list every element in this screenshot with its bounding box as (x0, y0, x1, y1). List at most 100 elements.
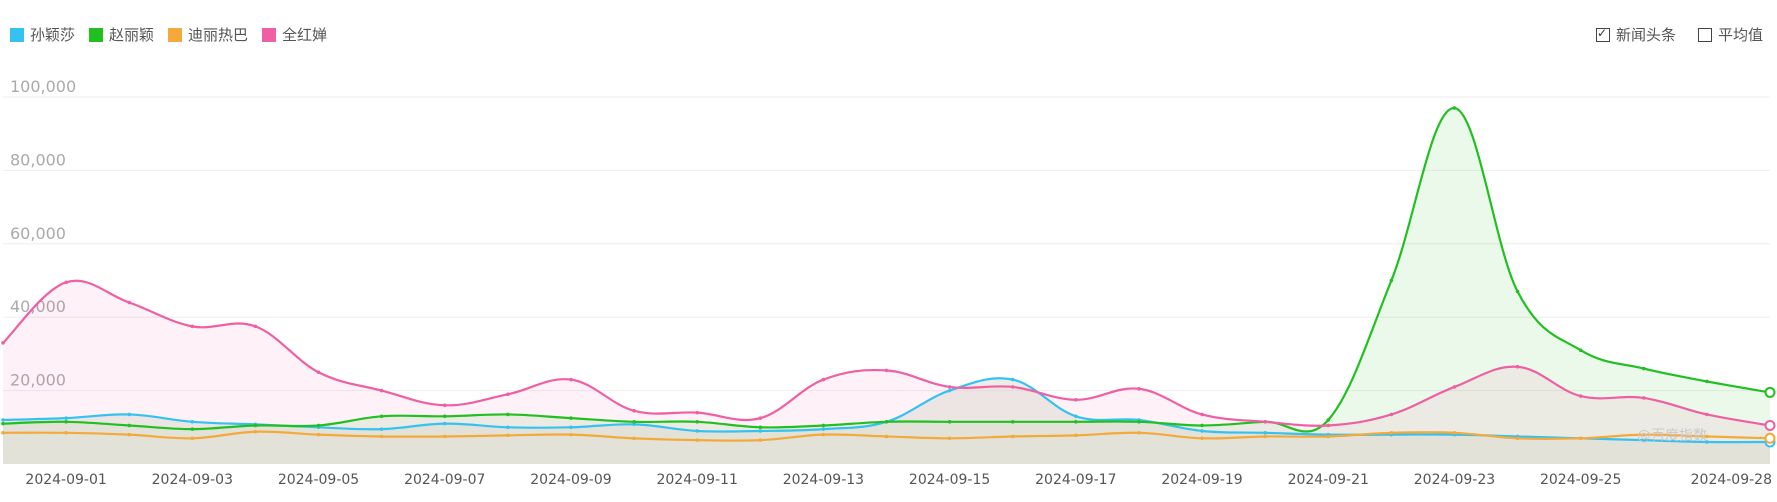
data-point-s0-12 (758, 429, 763, 433)
data-point-s0-2 (127, 412, 132, 417)
x-tick-label: 2024-09-17 (1035, 472, 1116, 488)
data-point-s2-3 (190, 436, 195, 441)
data-point-s2-16 (1010, 434, 1015, 439)
watermark: @百度指数 (1637, 428, 1707, 444)
data-point-s3-8 (506, 392, 510, 397)
data-point-s1-25 (1578, 348, 1583, 353)
average-checkbox[interactable] (1697, 27, 1712, 42)
data-point-s2-6 (379, 434, 384, 439)
data-point-s3-0 (1, 341, 5, 345)
data-point-s2-7 (442, 434, 447, 439)
legend-item-2[interactable]: 迪丽热巴 (168, 24, 248, 45)
data-point-s1-0 (1, 421, 5, 426)
legend-item-1[interactable]: 赵丽颖 (89, 24, 154, 45)
data-point-s2-28 (1764, 432, 1776, 444)
x-tick-label: 2024-09-05 (278, 472, 359, 488)
data-point-s1-4 (253, 423, 258, 428)
data-point-s3-21 (1326, 423, 1331, 428)
data-point-s2-2 (127, 432, 132, 437)
data-point-s0-26 (1641, 438, 1646, 442)
news-headlines-toggle[interactable]: ✓ 新闻头条 (1595, 24, 1676, 45)
legend-swatch (168, 27, 183, 42)
data-point-s1-5 (316, 423, 321, 428)
data-point-s0-3 (190, 419, 195, 424)
data-point-s2-24 (1515, 436, 1520, 441)
data-point-s1-14 (884, 419, 889, 424)
data-point-s0-16 (1010, 377, 1015, 382)
chart-legend: 孙颖莎 赵丽颖 迪丽热巴 全红婵 (10, 24, 341, 45)
y-tick-label: 80,000 (10, 150, 66, 169)
x-tick-label: 2024-09-07 (404, 472, 485, 488)
data-point-s2-19 (1200, 436, 1204, 441)
data-point-s0-7 (442, 421, 447, 426)
data-point-s1-28 (1764, 386, 1776, 398)
data-point-s1-11 (695, 419, 700, 424)
legend-label: 全红婵 (282, 26, 328, 44)
data-point-s3-1 (64, 280, 68, 285)
data-point-s3-5 (316, 370, 321, 375)
data-point-s3-16 (1010, 385, 1015, 389)
legend-item-0[interactable]: 孙颖莎 (10, 24, 75, 45)
legend-swatch (89, 27, 104, 42)
data-point-s3-27 (1705, 412, 1709, 417)
data-point-s0-15 (947, 388, 952, 393)
average-toggle[interactable]: 平均值 (1697, 24, 1763, 45)
data-point-s3-3 (190, 324, 195, 329)
data-point-s3-9 (569, 377, 573, 382)
legend-item-3[interactable]: 全红婵 (262, 24, 327, 45)
data-point-s0-1 (64, 416, 68, 420)
data-point-s3-12 (758, 416, 763, 420)
data-point-s3-2 (127, 300, 132, 305)
data-point-s2-0 (1, 430, 5, 435)
data-point-s2-26 (1641, 432, 1646, 437)
data-point-s0-20 (1263, 430, 1267, 435)
x-tick-label: 2024-09-11 (656, 472, 737, 488)
data-point-s3-26 (1641, 396, 1646, 400)
x-tick-label: 2024-09-25 (1540, 472, 1621, 488)
x-tick-label: 2024-09-19 (1161, 472, 1242, 488)
data-point-s2-10 (632, 436, 636, 441)
news-checkbox[interactable]: ✓ (1595, 26, 1610, 42)
y-tick-label: 60,000 (10, 224, 66, 243)
data-point-s2-21 (1326, 434, 1331, 439)
data-point-s1-1 (64, 419, 68, 424)
data-point-s1-24 (1515, 289, 1520, 294)
data-point-s2-25 (1578, 436, 1583, 441)
base-area (3, 378, 1770, 464)
data-point-s0-6 (379, 427, 384, 431)
data-point-s0-17 (1073, 414, 1078, 419)
news-label: 新闻头条 (1615, 26, 1676, 44)
data-point-s2-8 (506, 433, 510, 438)
x-tick-label: 2024-09-09 (530, 472, 611, 488)
data-point-s2-11 (695, 438, 700, 442)
data-point-s3-20 (1263, 419, 1267, 424)
x-tick-label: 2024-09-03 (152, 472, 233, 488)
data-point-s3-14 (884, 368, 889, 373)
data-point-s0-8 (506, 425, 510, 430)
data-point-s3-6 (379, 388, 384, 393)
data-point-s1-2 (127, 423, 132, 428)
x-tick-label: 2024-09-13 (783, 472, 864, 488)
data-point-s0-9 (569, 425, 573, 430)
series-area-1 (3, 107, 1770, 465)
data-point-s3-25 (1578, 394, 1583, 398)
data-point-s2-13 (821, 432, 826, 437)
data-point-s3-23 (1452, 385, 1457, 389)
data-point-s3-7 (442, 403, 447, 408)
data-point-s1-21 (1326, 418, 1331, 422)
x-tick-label: 2024-09-01 (25, 472, 106, 488)
data-point-s1-10 (632, 419, 636, 424)
data-point-s3-4 (253, 324, 258, 329)
data-point-s1-15 (947, 419, 952, 424)
data-point-s2-1 (64, 430, 68, 435)
data-point-s2-12 (758, 438, 763, 442)
data-point-s1-8 (506, 412, 510, 417)
data-point-s3-24 (1515, 364, 1520, 369)
data-point-s1-23 (1452, 106, 1457, 110)
data-point-s2-27 (1705, 434, 1709, 439)
x-tick-label: 2024-09-15 (909, 472, 990, 488)
data-point-s1-18 (1137, 419, 1141, 424)
data-point-s1-26 (1641, 366, 1646, 371)
legend-label: 迪丽热巴 (188, 26, 249, 44)
data-point-s1-16 (1010, 419, 1015, 424)
